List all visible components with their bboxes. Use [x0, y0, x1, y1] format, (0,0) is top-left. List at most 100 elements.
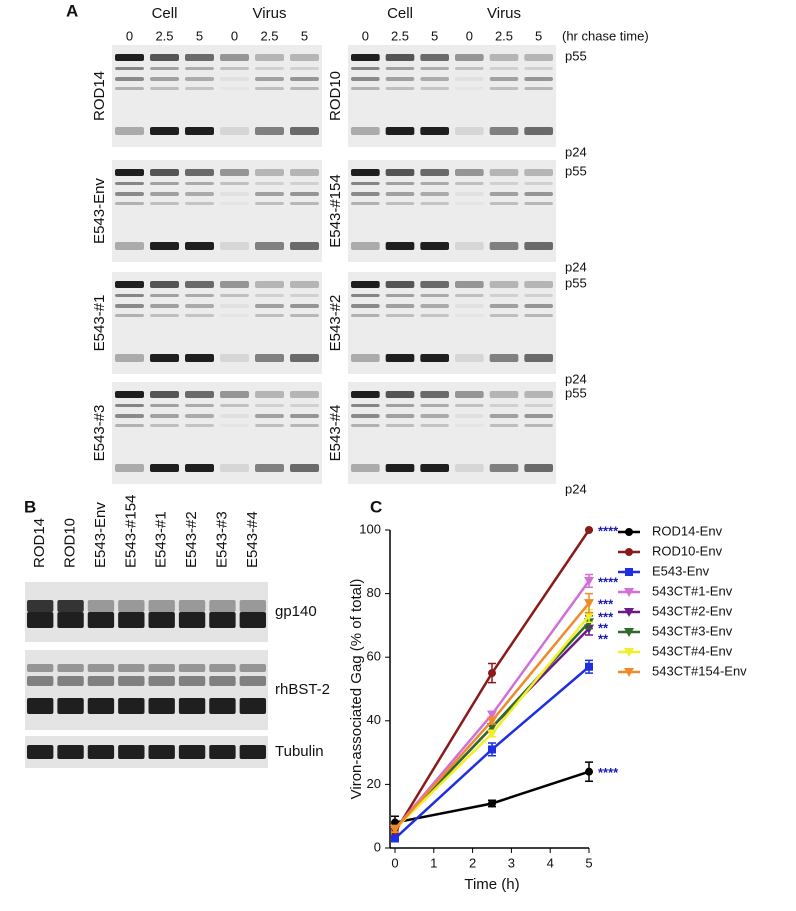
band — [524, 169, 553, 176]
significance: ** — [598, 620, 609, 635]
band — [178, 698, 206, 714]
band — [455, 242, 484, 250]
band — [489, 127, 519, 135]
y-tick-label: 80 — [367, 585, 381, 600]
band — [351, 404, 380, 407]
band — [185, 304, 214, 308]
band — [185, 281, 214, 288]
band — [290, 87, 319, 90]
band — [57, 664, 84, 672]
band — [489, 414, 519, 418]
lane-label: 2.5 — [155, 28, 173, 43]
band — [220, 67, 249, 70]
band — [115, 77, 144, 81]
band — [420, 424, 449, 427]
band — [290, 169, 319, 176]
band — [524, 391, 553, 398]
band — [385, 54, 415, 61]
band — [351, 192, 380, 196]
blot — [112, 272, 322, 374]
band — [351, 54, 380, 61]
band — [290, 242, 319, 250]
band — [57, 676, 84, 686]
lane-label: E543-#154 — [122, 495, 139, 568]
band — [290, 304, 319, 308]
band — [489, 464, 519, 472]
band — [489, 242, 519, 250]
band — [290, 67, 319, 70]
band-label: p55 — [565, 275, 587, 290]
band — [150, 67, 179, 70]
band — [185, 77, 214, 81]
band — [420, 182, 449, 185]
band — [351, 354, 380, 362]
band — [489, 182, 519, 185]
band — [290, 404, 319, 407]
band — [420, 404, 449, 407]
blot-label: E543-#154 — [327, 174, 344, 247]
band — [455, 54, 484, 61]
band — [115, 54, 144, 61]
band — [524, 464, 553, 472]
band — [420, 54, 449, 61]
legend-marker — [624, 588, 634, 597]
band — [524, 304, 553, 308]
band — [220, 281, 249, 288]
band — [150, 424, 179, 427]
band — [27, 600, 54, 612]
band — [455, 169, 484, 176]
band — [150, 404, 179, 407]
data-point — [487, 729, 497, 739]
band — [385, 304, 415, 308]
band — [27, 698, 54, 714]
band — [185, 242, 214, 250]
band — [150, 294, 179, 297]
band — [255, 404, 284, 407]
band — [255, 304, 284, 308]
band — [385, 404, 415, 407]
band — [150, 242, 179, 250]
significance: *** — [598, 609, 614, 624]
band — [148, 698, 175, 714]
band — [150, 281, 179, 288]
band — [209, 745, 236, 759]
legend-marker — [624, 668, 634, 677]
band — [385, 192, 415, 196]
band — [115, 391, 144, 398]
band — [290, 354, 319, 362]
band — [351, 77, 380, 81]
data-point — [488, 799, 496, 808]
band — [118, 600, 145, 612]
data-point — [390, 824, 400, 834]
band — [178, 600, 206, 612]
band — [115, 294, 144, 297]
band — [115, 404, 144, 407]
data-point — [585, 662, 593, 671]
band — [148, 664, 175, 672]
band — [385, 354, 415, 362]
band — [178, 664, 206, 672]
band — [209, 698, 236, 714]
band — [524, 77, 553, 81]
band — [239, 698, 266, 714]
band — [115, 87, 144, 90]
band — [185, 354, 214, 362]
band — [290, 314, 319, 317]
band — [524, 202, 553, 205]
data-point — [584, 599, 594, 609]
band — [524, 314, 553, 317]
band — [290, 464, 319, 472]
band — [351, 67, 380, 70]
band — [185, 314, 214, 317]
band — [489, 314, 519, 317]
band — [27, 612, 54, 628]
band — [115, 424, 144, 427]
significance: ** — [598, 631, 609, 646]
blot — [25, 650, 268, 730]
data-point — [584, 611, 594, 621]
band — [115, 67, 144, 70]
blot — [112, 382, 322, 484]
blot — [348, 272, 556, 374]
band — [115, 464, 144, 472]
band — [489, 87, 519, 90]
